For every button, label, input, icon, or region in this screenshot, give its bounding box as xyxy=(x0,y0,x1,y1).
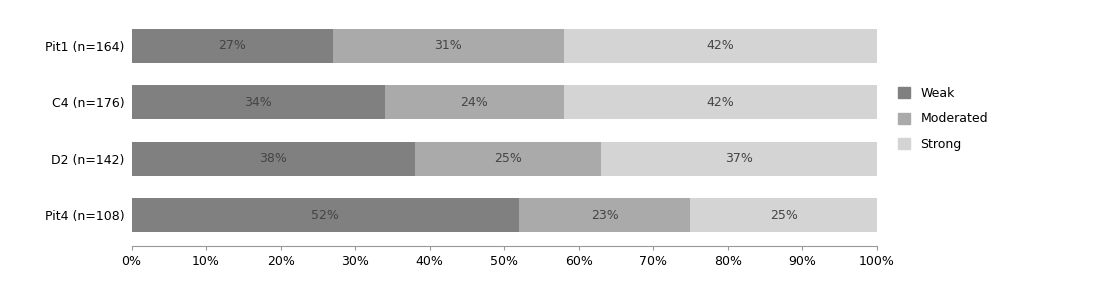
Bar xyxy=(385,85,563,119)
Legend: Weak, Moderated, Strong: Weak, Moderated, Strong xyxy=(898,87,989,151)
Text: 31%: 31% xyxy=(434,40,463,52)
Text: 25%: 25% xyxy=(494,152,522,165)
Bar xyxy=(132,198,520,232)
Text: 42%: 42% xyxy=(707,96,734,109)
Text: 25%: 25% xyxy=(769,208,798,221)
Text: 38%: 38% xyxy=(259,152,287,165)
Bar xyxy=(333,29,563,63)
Bar xyxy=(520,198,690,232)
Text: 27%: 27% xyxy=(218,40,247,52)
Bar xyxy=(132,85,385,119)
Text: 37%: 37% xyxy=(724,152,753,165)
Text: 23%: 23% xyxy=(591,208,618,221)
Bar xyxy=(414,142,601,176)
Bar xyxy=(132,142,414,176)
Bar xyxy=(563,29,877,63)
Text: 24%: 24% xyxy=(460,96,488,109)
Bar xyxy=(690,198,877,232)
Text: 42%: 42% xyxy=(707,40,734,52)
Text: 52%: 52% xyxy=(311,208,340,221)
Bar xyxy=(563,85,877,119)
Text: 34%: 34% xyxy=(244,96,272,109)
Bar xyxy=(132,29,333,63)
Bar xyxy=(601,142,877,176)
